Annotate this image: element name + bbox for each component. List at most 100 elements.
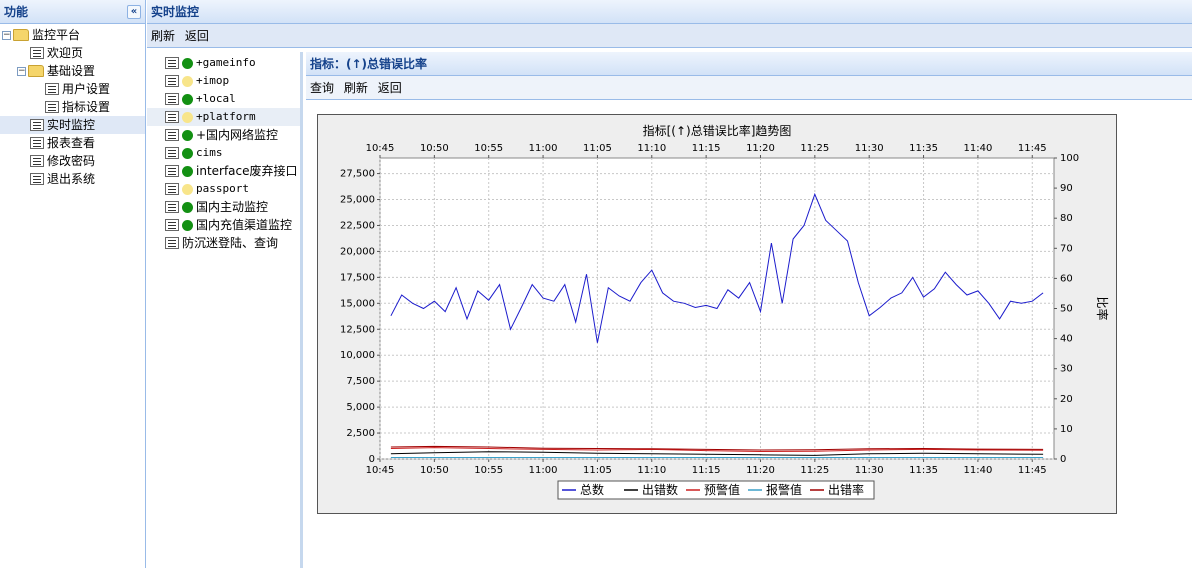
- legend-entry: 总数: [580, 482, 604, 497]
- monitor-item-label: passport: [196, 182, 249, 195]
- x-tick-label: 10:55: [474, 465, 503, 476]
- legend-box: [557, 480, 875, 500]
- y-tick-label: 22,500: [340, 220, 375, 231]
- y-tick-label: 25,000: [340, 195, 375, 206]
- monitor-item-label: +local: [196, 92, 236, 105]
- status-green-icon: [182, 93, 193, 105]
- tree-item[interactable]: 指标设置: [0, 98, 145, 116]
- query-button[interactable]: 查询: [310, 81, 335, 95]
- tree-item[interactable]: 实时监控: [0, 116, 145, 134]
- collapse-icon[interactable]: «: [127, 5, 141, 19]
- y-tick-label: 10,000: [340, 350, 375, 361]
- monitor-item[interactable]: 国内充值渠道监控: [147, 216, 300, 234]
- monitor-item[interactable]: cims: [147, 144, 300, 162]
- monitor-item[interactable]: 防沉迷登陆、查询: [147, 234, 300, 252]
- tree-item-label: 报表查看: [47, 136, 96, 150]
- x-tick-label-top: 11:40: [963, 143, 992, 154]
- x-tick-label-top: 11:35: [909, 143, 938, 154]
- refresh-button[interactable]: 刷新: [151, 29, 176, 43]
- folder-icon: [13, 29, 29, 41]
- x-tick-label-top: 11:15: [692, 143, 721, 154]
- detail-back-button[interactable]: 返回: [377, 81, 402, 95]
- detail-panel: 指标：(↑)总错误比率 查询 刷新 返回 指标[(↑)总错误比率]趋势图 10:4…: [306, 52, 1192, 568]
- page-icon: [30, 47, 44, 59]
- monitor-item-label: +gameinfo: [196, 56, 256, 69]
- x-tick-label-top: 11:10: [637, 143, 666, 154]
- monitor-item[interactable]: +imop: [147, 72, 300, 90]
- y2-tick-label: 10: [1060, 424, 1073, 435]
- page-icon: [165, 57, 179, 69]
- series-line-总数: [390, 192, 1044, 343]
- x-tick-label-top: 11:30: [855, 143, 884, 154]
- chart-title: 指标[(↑)总错误比率]趋势图: [643, 123, 792, 138]
- status-yellow-icon: [182, 111, 193, 123]
- main-panel: 实时监控 刷新 返回 +gameinfo +imop +local +platform…: [147, 0, 1192, 568]
- series-line-预警值: [390, 447, 1044, 453]
- y-tick-label: 20,000: [340, 246, 375, 257]
- monitor-item-label: +platform: [196, 110, 256, 123]
- series-line-出错率: [390, 445, 1044, 451]
- y-tick-label: 5,000: [346, 402, 375, 413]
- tree-item[interactable]: 退出系统: [0, 170, 145, 188]
- x-tick-label-top: 10:55: [474, 143, 503, 154]
- tree-item[interactable]: 用户设置: [0, 80, 145, 98]
- x-tick-label: 11:35: [909, 465, 938, 476]
- monitor-item-label: +imop: [196, 74, 230, 87]
- y2-axis-label: 比率: [1095, 296, 1110, 320]
- x-tick-label: 11:30: [855, 465, 884, 476]
- main-header: 实时监控: [147, 0, 1192, 24]
- y2-tick-label: 20: [1060, 394, 1073, 405]
- y2-tick-label: 90: [1060, 183, 1073, 194]
- tree-item[interactable]: 报表查看: [0, 134, 145, 152]
- page-icon: [165, 93, 179, 105]
- tree-item[interactable]: 欢迎页: [0, 44, 145, 62]
- tree-item-label: 欢迎页: [47, 46, 84, 60]
- page-icon: [45, 101, 59, 113]
- y2-tick-label: 100: [1060, 153, 1079, 164]
- y2-tick-label: 70: [1060, 243, 1073, 254]
- monitor-item[interactable]: 国内主动监控: [147, 198, 300, 216]
- x-tick-label: 11:25: [800, 465, 829, 476]
- function-tree: − 监控平台欢迎页 − 基础设置用户设置指标设置实时监控报表查看修改密码退出系统: [0, 24, 145, 188]
- x-tick-label: 11:00: [529, 465, 558, 476]
- monitor-item[interactable]: +国内网络监控: [147, 126, 300, 144]
- function-sidebar: 功能 « − 监控平台欢迎页 − 基础设置用户设置指标设置实时监控报表查看修改密码退出…: [0, 0, 146, 568]
- y-tick-label: 2,500: [346, 428, 375, 439]
- sidebar-header: 功能 «: [0, 0, 145, 24]
- tree-item-label: 用户设置: [62, 82, 111, 96]
- page-icon: [165, 183, 179, 195]
- status-green-icon: [182, 57, 193, 69]
- y2-tick-label: 0: [1060, 454, 1066, 465]
- monitor-item[interactable]: passport: [147, 180, 300, 198]
- legend-entry: 预警值: [704, 482, 740, 497]
- tree-item-label: 实时监控: [47, 118, 96, 132]
- trend-chart-frame: 指标[(↑)总错误比率]趋势图 10:45 10:45 10:50 10:50 10:55…: [317, 114, 1117, 514]
- monitor-item-label: cims: [196, 146, 223, 159]
- tree-item[interactable]: − 基础设置: [0, 62, 145, 80]
- page-icon: [30, 173, 44, 185]
- collapse-toggle-icon[interactable]: −: [2, 29, 11, 40]
- x-tick-label: 10:50: [420, 465, 449, 476]
- detail-refresh-button[interactable]: 刷新: [343, 81, 368, 95]
- detail-toolbar: 查询 刷新 返回: [306, 76, 1192, 100]
- y-tick-label: 12,500: [340, 324, 375, 335]
- y2-tick-label: 60: [1060, 273, 1073, 284]
- sidebar-title: 功能: [4, 5, 29, 19]
- monitor-item[interactable]: interface废弃接口: [147, 162, 300, 180]
- page-icon: [165, 201, 179, 213]
- monitor-item[interactable]: +gameinfo: [147, 54, 300, 72]
- tree-item[interactable]: − 监控平台: [0, 26, 145, 44]
- collapse-toggle-icon[interactable]: −: [17, 65, 26, 76]
- legend-entry: 出错数: [642, 482, 678, 497]
- monitor-item[interactable]: +platform: [147, 108, 300, 126]
- page-icon: [30, 137, 44, 149]
- tree-item-label: 修改密码: [47, 154, 96, 168]
- monitor-item[interactable]: +local: [147, 90, 300, 108]
- tree-item[interactable]: 修改密码: [0, 152, 145, 170]
- back-button[interactable]: 返回: [184, 29, 209, 43]
- page-icon: [165, 129, 179, 141]
- x-tick-label: 11:15: [692, 465, 721, 476]
- status-green-icon: [182, 165, 193, 177]
- page-icon: [165, 147, 179, 159]
- monitor-item-label: +国内网络监控: [196, 128, 279, 142]
